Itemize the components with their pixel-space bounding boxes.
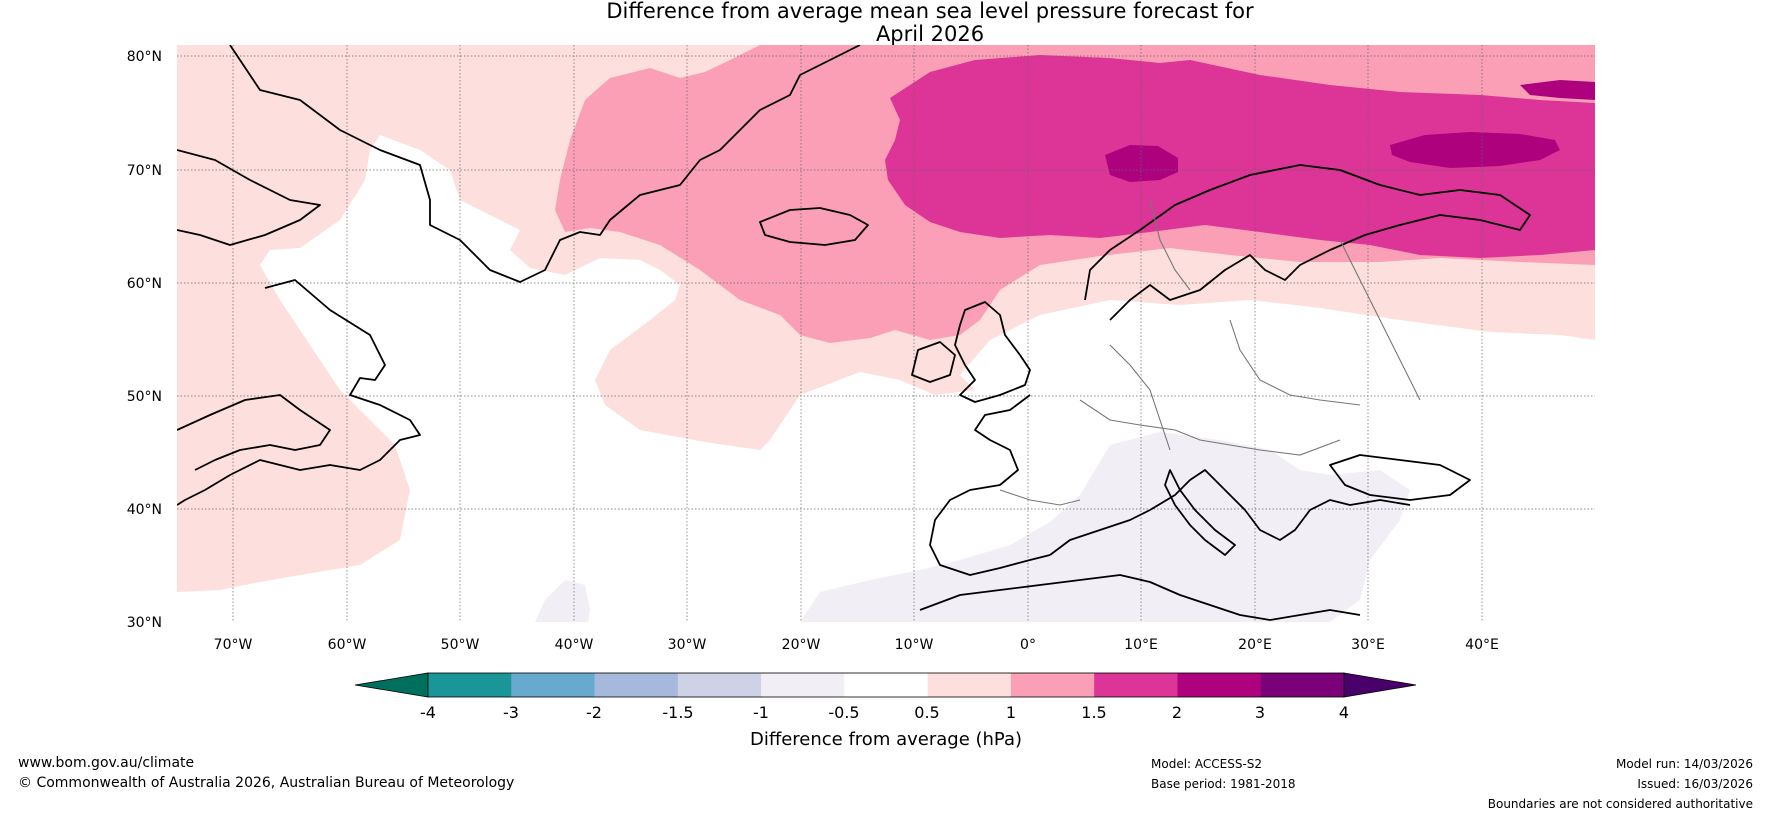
lon-label-10w: 10°W bbox=[895, 637, 934, 653]
canadian-arctic-coastline bbox=[177, 149, 321, 246]
anomaly-region-minus-1-to-minus-0p5 bbox=[800, 432, 1410, 622]
lon-label-40w: 40°W bbox=[555, 637, 594, 653]
footer-base-period: Base period: 1981-2018 bbox=[1151, 777, 1296, 791]
lat-label-30n: 30°N bbox=[127, 615, 162, 631]
lon-label-20e: 20°E bbox=[1238, 637, 1272, 653]
colorbar-over-arrow bbox=[1343, 672, 1417, 698]
colorbar-segment bbox=[511, 673, 596, 697]
footer-website: www.bom.gov.au/climate bbox=[18, 755, 195, 771]
colorbar-segment bbox=[1010, 673, 1095, 697]
lon-label-30w: 30°W bbox=[668, 637, 707, 653]
italy-coastline bbox=[1164, 469, 1236, 556]
chart-title: Difference from average mean sea level p… bbox=[0, 0, 1770, 46]
colorbar-segments bbox=[428, 673, 1345, 697]
border-scandinavia bbox=[1149, 199, 1191, 291]
anomaly-region-1p5-to-2 bbox=[885, 55, 1595, 258]
colorbar-title: Difference from average (hPa) bbox=[750, 729, 1022, 750]
anomaly-core-barents-sea bbox=[1390, 132, 1560, 168]
country-borders bbox=[999, 199, 1421, 506]
border-russia bbox=[1339, 239, 1421, 401]
colorbar-tick-label: -3 bbox=[503, 703, 519, 722]
lat-label-50n: 50°N bbox=[127, 389, 162, 405]
footer-issued: Issued: 16/03/2026 bbox=[1637, 777, 1753, 791]
colorbar: -4 -3 -2 -1.5 -1 -0.5 0.5 1 1.5 2 3 4 Di… bbox=[354, 672, 1417, 750]
colorbar-tick-label: -1 bbox=[753, 703, 769, 722]
graticule bbox=[177, 45, 1595, 622]
colorbar-tick-label: 0.5 bbox=[914, 703, 939, 722]
lon-label-40e: 40°E bbox=[1465, 637, 1499, 653]
colorbar-outline bbox=[427, 672, 1345, 698]
latitude-axis: 80°N 70°N 60°N 50°N 40°N 30°N bbox=[127, 49, 162, 631]
colorbar-segment bbox=[1260, 673, 1345, 697]
mediterranean-north-coastline bbox=[1049, 469, 1411, 556]
border-east-europe bbox=[1229, 319, 1361, 406]
border-iberia bbox=[999, 489, 1081, 506]
colorbar-segment bbox=[761, 673, 845, 697]
colorbar-tick-label: 1.5 bbox=[1081, 703, 1106, 722]
colorbar-tick-label: 4 bbox=[1339, 703, 1349, 722]
lat-label-40n: 40°N bbox=[127, 502, 162, 518]
colorbar-segment bbox=[1094, 673, 1178, 697]
footer-model-run: Model run: 14/03/2026 bbox=[1615, 757, 1753, 771]
colorbar-tick-label: 2 bbox=[1172, 703, 1182, 722]
ireland-coastline bbox=[911, 341, 956, 383]
colorbar-tick-label: -1.5 bbox=[662, 703, 693, 722]
scandinavia-coastline bbox=[1084, 164, 1531, 321]
lon-label-70w: 70°W bbox=[214, 637, 253, 653]
british-isles-coastline bbox=[954, 301, 1031, 403]
colorbar-under-arrow bbox=[354, 672, 429, 698]
border-central-europe bbox=[1109, 344, 1171, 451]
longitude-axis: 70°W 60°W 50°W 40°W 30°W 20°W 10°W 0° 10… bbox=[214, 637, 1499, 653]
lon-label-20w: 20°W bbox=[782, 637, 821, 653]
lon-label-50w: 50°W bbox=[441, 637, 480, 653]
lon-label-0: 0° bbox=[1020, 637, 1036, 653]
colorbar-segment bbox=[677, 673, 762, 697]
colorbar-ticks: -4 -3 -2 -1.5 -1 -0.5 0.5 1 1.5 2 3 4 bbox=[420, 703, 1349, 722]
title-line-2: April 2026 bbox=[875, 22, 985, 46]
north-africa-coastline bbox=[919, 574, 1361, 621]
lon-label-60w: 60°W bbox=[328, 637, 367, 653]
colorbar-tick-label: 3 bbox=[1255, 703, 1265, 722]
colorbar-segment bbox=[594, 673, 679, 697]
labrador-coastline bbox=[177, 279, 421, 506]
europe-atlantic-coastline bbox=[929, 394, 1051, 576]
title-line-1: Difference from average mean sea level p… bbox=[606, 0, 1254, 23]
iceland-coastline bbox=[759, 207, 869, 246]
map-panel bbox=[177, 45, 1595, 622]
coastlines bbox=[177, 45, 1531, 621]
colorbar-segment bbox=[1177, 673, 1262, 697]
north-america-east-coastline bbox=[177, 394, 331, 471]
greenland-coastline bbox=[229, 45, 861, 283]
colorbar-tick-label: -4 bbox=[420, 703, 436, 722]
border-west-europe bbox=[1079, 399, 1341, 456]
footer-copyright: © Commonwealth of Australia 2026, Austra… bbox=[18, 775, 515, 791]
lat-label-60n: 60°N bbox=[127, 276, 162, 292]
lat-label-70n: 70°N bbox=[127, 163, 162, 179]
anomaly-patch-atlantic bbox=[535, 580, 590, 622]
footer-model: Model: ACCESS-S2 bbox=[1151, 757, 1263, 771]
footer-disclaimer: Boundaries are not considered authoritat… bbox=[1487, 797, 1753, 811]
lat-label-80n: 80°N bbox=[127, 49, 162, 65]
black-sea-coastline bbox=[1329, 454, 1471, 501]
colorbar-segment bbox=[844, 673, 929, 697]
colorbar-tick-label: -2 bbox=[586, 703, 602, 722]
anomaly-core-arctic-north bbox=[1520, 80, 1595, 100]
colorbar-tick-label: -0.5 bbox=[828, 703, 859, 722]
anomaly-core-norwegian-sea bbox=[1105, 145, 1178, 182]
lon-label-30e: 30°E bbox=[1351, 637, 1385, 653]
colorbar-segment bbox=[428, 673, 512, 697]
lon-label-10e: 10°E bbox=[1124, 637, 1158, 653]
colorbar-segment bbox=[927, 673, 1012, 697]
colorbar-tick-label: 1 bbox=[1006, 703, 1016, 722]
